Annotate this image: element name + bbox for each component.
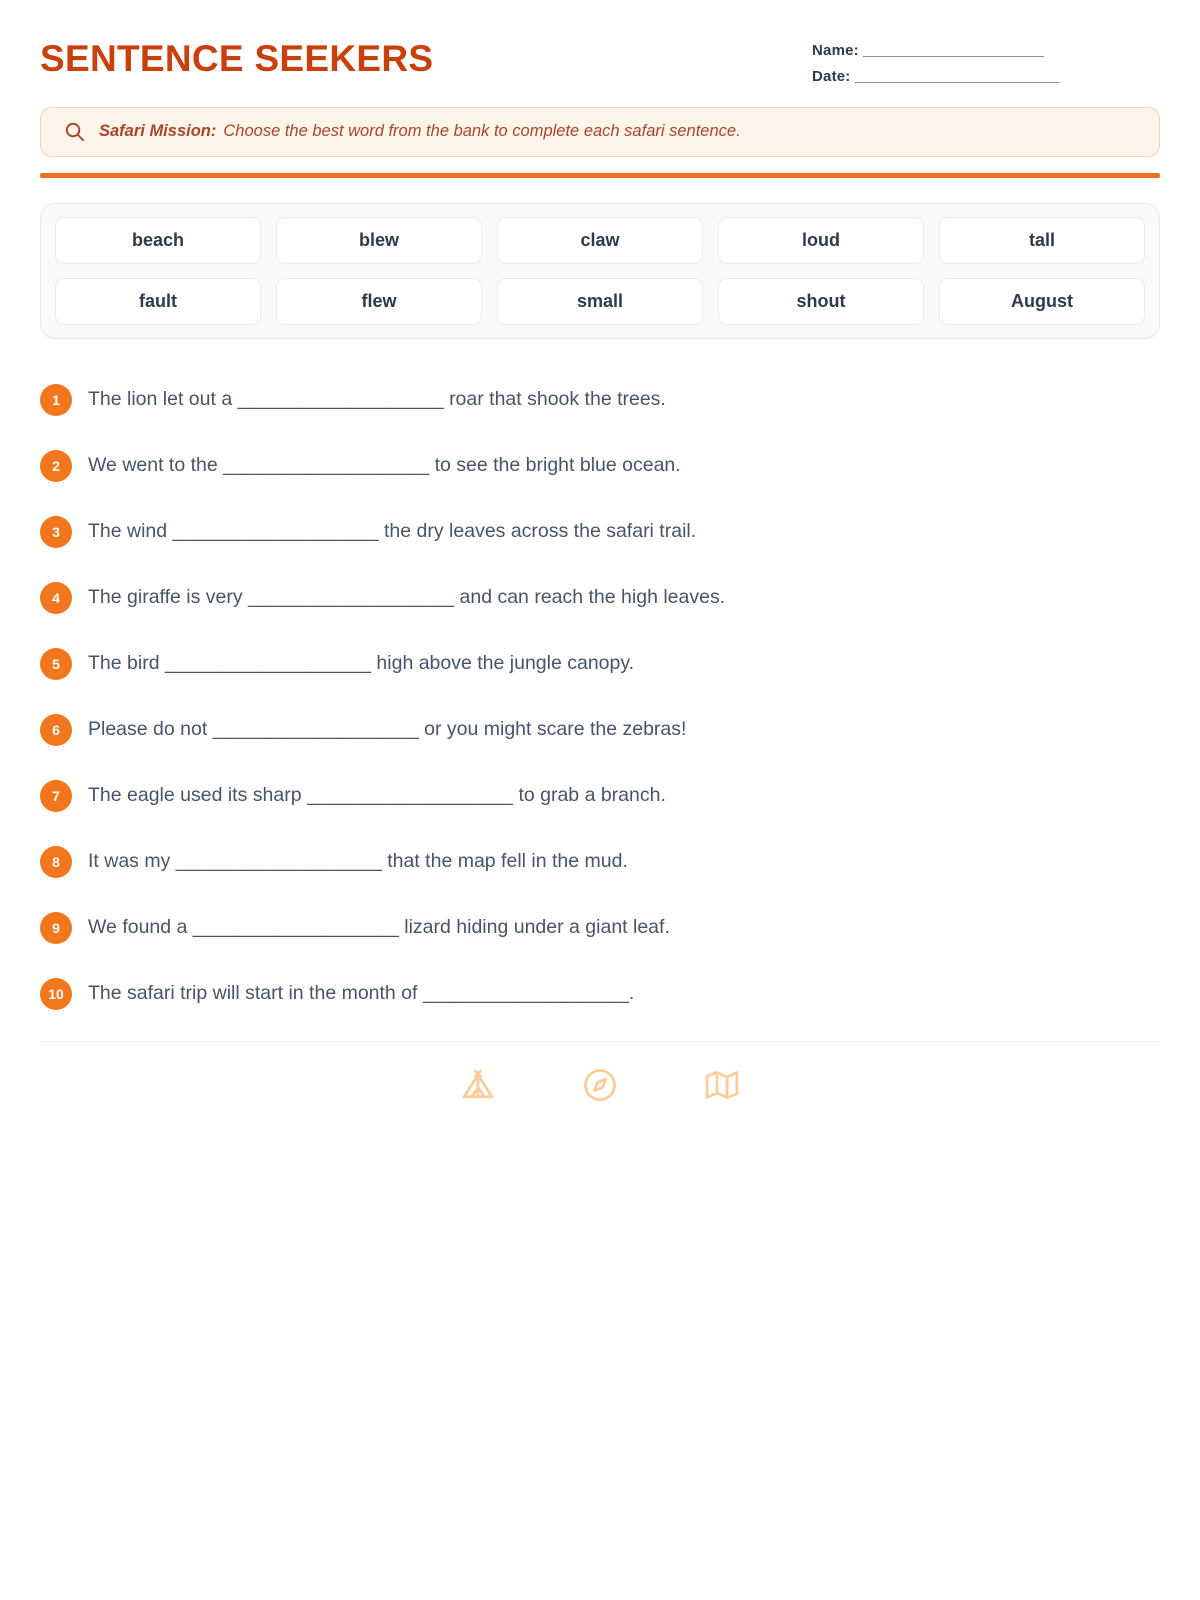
question-text[interactable]: The giraffe is very ___________________ …: [88, 586, 726, 609]
name-write-line[interactable]: _______________________: [863, 42, 1044, 59]
tent-icon: [459, 1066, 497, 1104]
map-icon: [703, 1066, 741, 1104]
question-text[interactable]: The bird ___________________ high above …: [88, 652, 635, 675]
search-icon: [63, 120, 86, 143]
name-field-row[interactable]: Name: _______________________: [812, 38, 1160, 64]
date-label: Date:: [812, 68, 851, 86]
word-chip[interactable]: blew: [276, 216, 482, 264]
question-item: 1 The lion let out a ___________________…: [40, 367, 1160, 433]
question-item: 2 We went to the ___________________ to …: [40, 433, 1160, 499]
question-text[interactable]: We found a ___________________ lizard hi…: [88, 916, 670, 939]
question-text[interactable]: We went to the ___________________ to se…: [88, 454, 681, 477]
name-date-block: Name: _______________________ Date: ____…: [812, 30, 1160, 91]
footer-divider: [40, 1040, 1160, 1042]
footer-icon-row: [40, 1066, 1160, 1104]
question-number-badge: 3: [40, 515, 72, 548]
page-title: SENTENCE SEEKERS: [40, 38, 434, 79]
question-item: 4 The giraffe is very __________________…: [40, 565, 1160, 631]
question-number-badge: 1: [40, 383, 72, 416]
word-chip[interactable]: flew: [276, 277, 482, 325]
question-text[interactable]: The lion let out a ___________________ r…: [88, 388, 666, 411]
question-number-badge: 10: [40, 977, 72, 1010]
question-item: 5 The bird ___________________ high abov…: [40, 631, 1160, 697]
word-chip[interactable]: fault: [55, 277, 261, 325]
question-number-badge: 8: [40, 845, 72, 878]
question-list: 1 The lion let out a ___________________…: [40, 367, 1160, 1027]
mission-instruction: Choose the best word from the bank to co…: [223, 122, 741, 141]
question-item: 10 The safari trip will start in the mon…: [40, 961, 1160, 1027]
compass-icon: [581, 1066, 619, 1104]
question-number-badge: 9: [40, 911, 72, 944]
question-text[interactable]: The safari trip will start in the month …: [88, 982, 635, 1005]
name-label: Name:: [812, 42, 859, 59]
word-chip[interactable]: loud: [718, 216, 924, 264]
date-write-line[interactable]: __________________________: [854, 68, 1059, 86]
word-chip[interactable]: tall: [939, 216, 1145, 264]
question-number-badge: 5: [40, 647, 72, 680]
question-item: 8 It was my ___________________ that the…: [40, 829, 1160, 895]
word-chip[interactable]: claw: [497, 216, 703, 264]
word-bank-row-1: beach blew claw loud tall: [55, 216, 1145, 264]
question-item: 7 The eagle used its sharp _____________…: [40, 763, 1160, 829]
question-item: 9 We found a ___________________ lizard …: [40, 895, 1160, 961]
word-chip[interactable]: shout: [718, 277, 924, 325]
accent-rule: [40, 172, 1160, 178]
question-item: 3 The wind ___________________ the dry l…: [40, 499, 1160, 565]
word-chip[interactable]: small: [497, 277, 703, 325]
question-number-badge: 6: [40, 713, 72, 746]
word-bank: beach blew claw loud tall fault flew sma…: [40, 202, 1160, 339]
word-bank-row-2: fault flew small shout August: [55, 277, 1145, 325]
question-number-badge: 4: [40, 581, 72, 614]
mission-text: Safari Mission: Choose the best word from…: [99, 123, 741, 140]
word-chip[interactable]: beach: [55, 216, 261, 264]
question-number-badge: 7: [40, 779, 72, 812]
question-item: 6 Please do not ___________________ or y…: [40, 697, 1160, 763]
question-number-badge: 2: [40, 449, 72, 482]
worksheet-header: SENTENCE SEEKERS Name: _________________…: [40, 30, 1160, 91]
word-chip[interactable]: August: [939, 277, 1145, 325]
question-text[interactable]: It was my ___________________ that the m…: [88, 850, 628, 873]
question-text[interactable]: The eagle used its sharp _______________…: [88, 784, 666, 807]
mission-banner: Safari Mission: Choose the best word from…: [40, 106, 1160, 157]
question-text[interactable]: Please do not ___________________ or you…: [88, 718, 687, 741]
question-text[interactable]: The wind ___________________ the dry lea…: [88, 520, 697, 543]
mission-label: Safari Mission:: [99, 122, 217, 141]
date-field-row[interactable]: Date: __________________________: [812, 64, 1160, 90]
